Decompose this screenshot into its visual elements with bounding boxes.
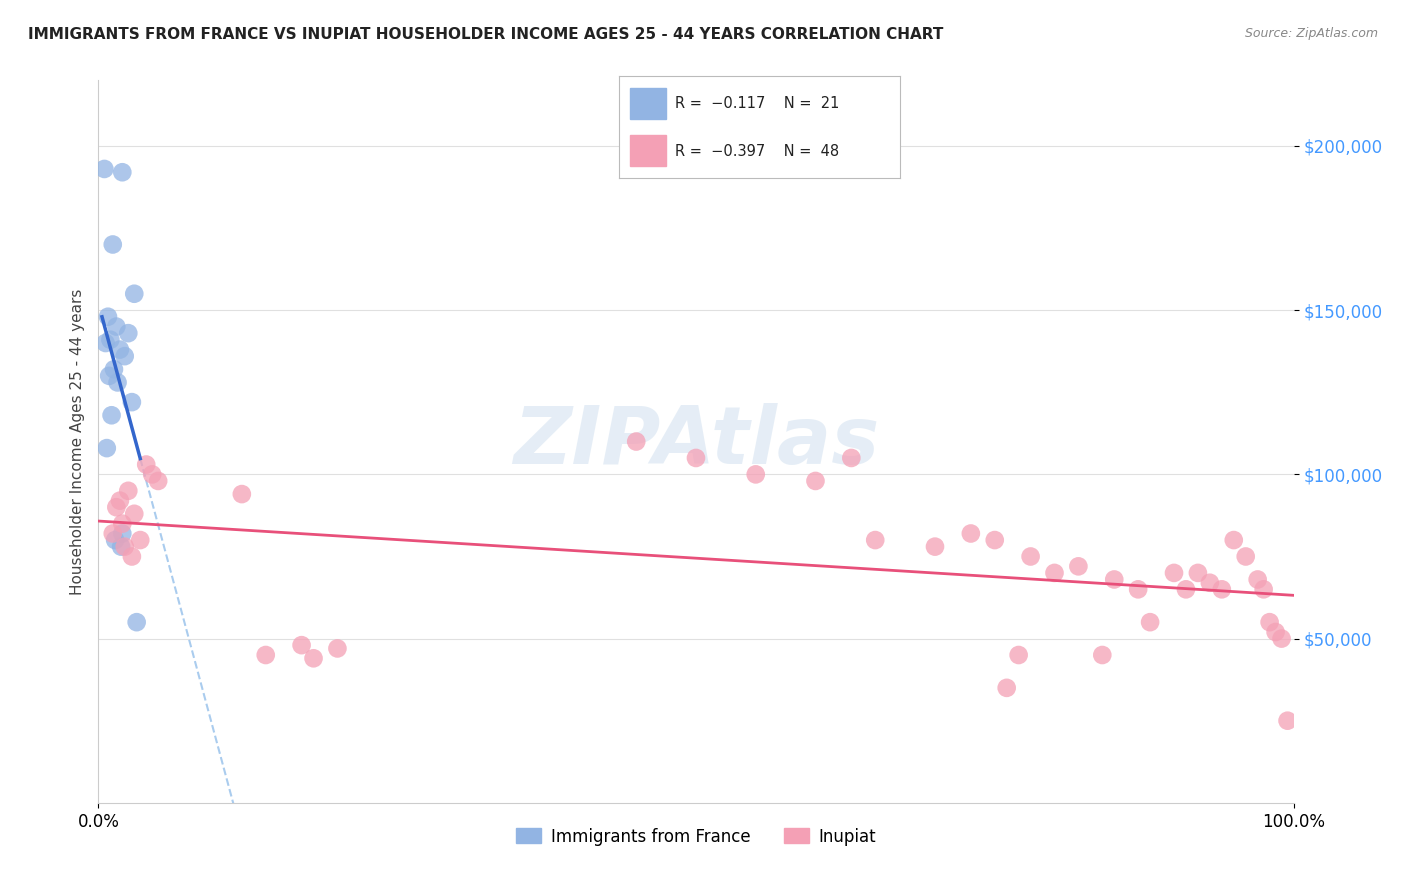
Point [1091,648,1114,662]
Point [1008,648,1031,662]
Point [125,615,148,630]
Point [984,533,1007,547]
Point [1199,575,1222,590]
Point [302,651,325,665]
Point [745,467,768,482]
Point [108,493,131,508]
Point [103,362,125,376]
Text: R =  −0.117    N =  21: R = −0.117 N = 21 [675,95,839,111]
Point [254,648,277,662]
Legend: Immigrants from France, Inupiat: Immigrants from France, Inupiat [509,821,883,852]
Bar [630,88,666,119]
Point [105,319,128,334]
Point [626,434,648,449]
Point [685,450,707,465]
Point [101,237,124,252]
Point [1187,566,1209,580]
Point [1211,582,1233,597]
Point [865,533,887,547]
Point [121,549,143,564]
Point [326,641,349,656]
Text: Source: ZipAtlas.com: Source: ZipAtlas.com [1244,27,1378,40]
Point [98,333,122,347]
Point [804,474,827,488]
Point [1258,615,1281,630]
Point [114,540,136,554]
Point [105,500,128,515]
Point [98,368,121,383]
Point [1067,559,1090,574]
Point [1223,533,1246,547]
Text: R =  −0.397    N =  48: R = −0.397 N = 48 [675,144,839,159]
Point [1247,573,1270,587]
Point [117,326,139,341]
Point [924,540,946,554]
Point [148,474,170,488]
Point [111,526,134,541]
Text: ZIPAtlas: ZIPAtlas [513,402,879,481]
Point [141,467,163,482]
Bar [630,136,666,166]
Point [129,533,152,547]
Point [960,526,983,541]
Text: IMMIGRANTS FROM FRANCE VS INUPIAT HOUSEHOLDER INCOME AGES 25 - 44 YEARS CORRELAT: IMMIGRANTS FROM FRANCE VS INUPIAT HOUSEH… [28,27,943,42]
Point [97,310,120,324]
Point [995,681,1018,695]
Point [124,286,146,301]
Point [841,450,863,465]
Point [121,395,143,409]
Point [114,349,136,363]
Point [1271,632,1294,646]
Point [117,483,139,498]
Point [135,458,157,472]
Point [1163,566,1185,580]
Point [93,161,115,176]
Point [110,540,132,554]
Point [231,487,253,501]
Point [1139,615,1161,630]
Point [111,516,134,531]
Point [1253,582,1275,597]
Point [107,376,129,390]
Point [94,336,117,351]
Point [96,441,118,455]
Point [100,409,122,423]
Point [124,507,146,521]
Point [1128,582,1150,597]
Y-axis label: Householder Income Ages 25 - 44 years: Householder Income Ages 25 - 44 years [69,288,84,595]
Point [1234,549,1257,564]
Point [111,165,134,179]
Point [1277,714,1299,728]
Point [108,343,131,357]
Point [291,638,314,652]
Point [1104,573,1126,587]
Point [1019,549,1042,564]
Point [1264,625,1286,640]
Point [101,526,124,541]
Point [1043,566,1066,580]
Point [1175,582,1198,597]
Point [104,533,127,547]
